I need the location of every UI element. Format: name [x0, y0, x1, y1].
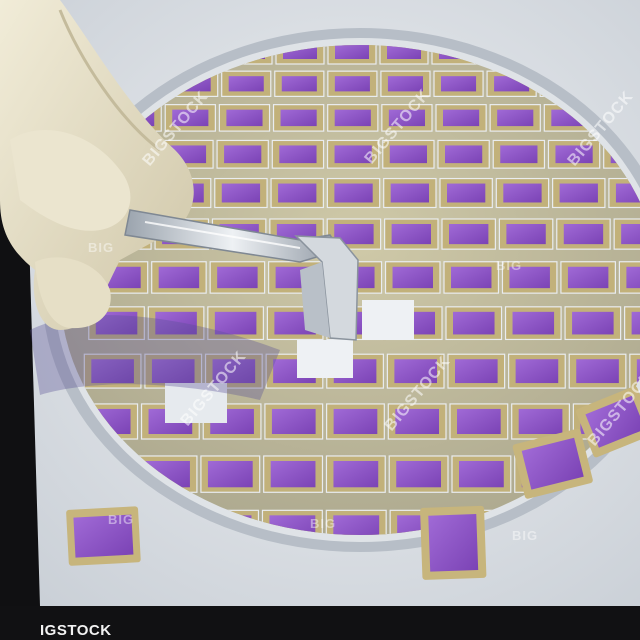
wafer-die	[207, 306, 264, 341]
wafer-die	[218, 104, 271, 132]
wafer-die	[508, 353, 566, 389]
wafer-die	[501, 261, 558, 294]
wafer-die	[441, 218, 496, 250]
empty-die-slot	[297, 340, 353, 378]
wafer-die	[384, 261, 441, 294]
wafer-die	[326, 139, 380, 169]
wafer-die	[209, 261, 266, 294]
wafer-die	[83, 353, 142, 389]
wafer-die	[147, 306, 205, 341]
wafer-die	[451, 455, 512, 493]
loose-die	[66, 506, 141, 566]
wafer-die	[447, 353, 506, 389]
wafer-die	[386, 353, 445, 389]
wafer-die	[380, 70, 431, 97]
wafer-die	[151, 261, 207, 294]
loose-die	[512, 428, 593, 499]
wafer-die	[498, 218, 554, 250]
wafer-die	[272, 104, 325, 132]
wafer-die	[216, 139, 269, 169]
loose-die	[420, 505, 487, 580]
wafer-die	[325, 509, 387, 535]
gloved-hand	[0, 0, 194, 330]
tweezers	[124, 209, 359, 341]
wafer-die	[618, 261, 640, 294]
wafer-die	[327, 45, 377, 65]
wafer-die	[327, 104, 379, 132]
wafer-die	[388, 455, 449, 493]
wafer-die	[200, 455, 261, 493]
wafer-die	[270, 177, 324, 209]
wafer-die	[624, 306, 640, 341]
wafer-die	[274, 70, 325, 97]
wafer-die	[164, 104, 216, 132]
wafer-die	[511, 403, 570, 440]
wafer-die	[547, 139, 601, 169]
wafer-die	[383, 177, 437, 209]
wafer-die	[88, 306, 145, 341]
wafer-die	[439, 177, 493, 209]
wafer-die	[556, 218, 611, 250]
wafer-die	[384, 218, 439, 250]
wafer-die	[560, 261, 616, 294]
wafer-die	[564, 306, 622, 341]
wafer-die	[443, 261, 500, 294]
wafer-die	[327, 70, 378, 97]
loose-die	[575, 386, 640, 458]
wafer-die	[489, 104, 541, 132]
wafer-die	[387, 403, 447, 440]
wafer-die	[144, 353, 203, 389]
wafer-die	[445, 306, 503, 341]
wafer-die	[221, 70, 272, 97]
footer-logo: IGSTOCK	[40, 622, 112, 639]
empty-die-slot	[362, 300, 414, 340]
wafer-die	[629, 353, 640, 389]
wafer-die	[214, 177, 268, 209]
wafer-die	[382, 139, 435, 169]
wafer-reflection	[30, 315, 280, 400]
wafer-die	[552, 177, 606, 209]
empty-die-slot	[165, 383, 227, 423]
wafer-die	[263, 455, 324, 493]
wafer-die	[204, 353, 263, 389]
wafer-die	[435, 104, 487, 132]
wafer-die	[325, 455, 386, 493]
wafer-die	[433, 70, 484, 97]
wafer-die	[326, 177, 381, 209]
wafer-die	[568, 353, 627, 389]
wafer-die	[504, 306, 562, 341]
wafer-die	[326, 403, 385, 440]
wafer-die	[449, 403, 509, 440]
wafer-die	[495, 177, 550, 209]
wafer-die	[492, 139, 546, 169]
footer-bar	[0, 606, 640, 640]
wafer-die	[264, 403, 324, 440]
wafer-die	[613, 218, 640, 250]
wafer-die	[271, 139, 325, 169]
wafer-die	[381, 104, 433, 132]
wafer-die	[437, 139, 490, 169]
